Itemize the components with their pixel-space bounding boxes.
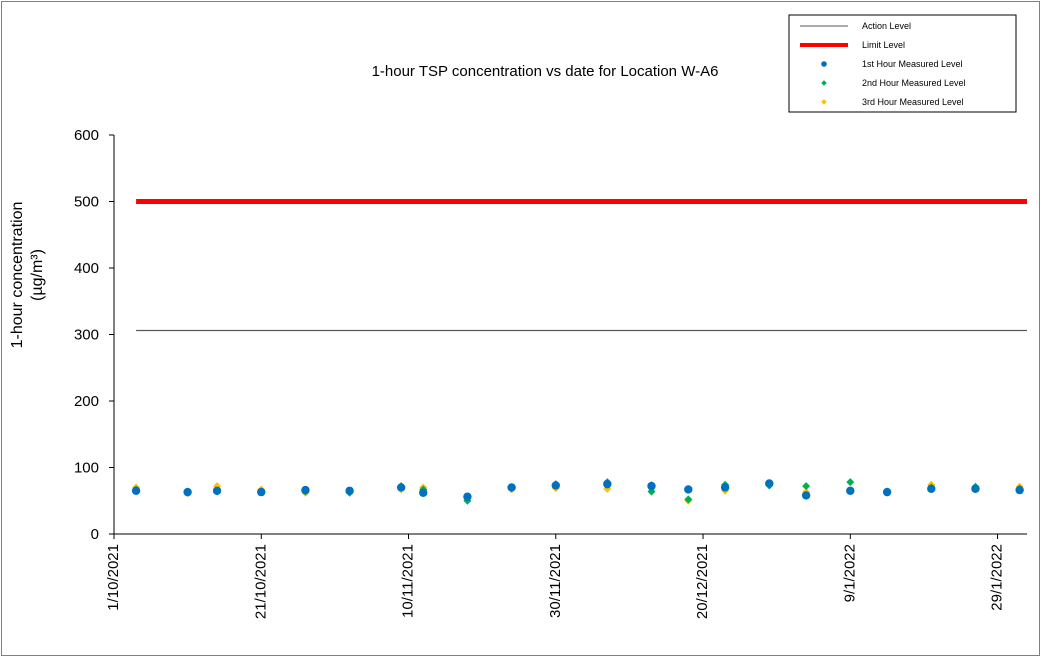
legend-label: 1st Hour Measured Level	[862, 59, 963, 69]
data-point	[882, 487, 892, 497]
legend-swatch	[821, 99, 827, 105]
legend-box	[788, 14, 1017, 113]
data-point	[647, 481, 656, 491]
data-point	[684, 495, 693, 504]
data-point	[212, 486, 222, 495]
x-tick-label: 20/12/2021	[694, 544, 711, 619]
data-point	[345, 486, 354, 495]
x-tick-label: 29/1/2022	[989, 544, 1006, 611]
x-tick-label: 1/10/2021	[105, 544, 122, 611]
data-point	[463, 492, 472, 501]
data-point	[257, 487, 266, 497]
data-point	[507, 483, 516, 492]
data-point	[551, 481, 560, 490]
y-tick-label: 200	[74, 393, 99, 410]
legend-swatch	[821, 80, 827, 86]
data-point	[801, 491, 811, 500]
y-tick-label: 500	[74, 194, 99, 211]
legend-label: Limit Level	[862, 40, 905, 50]
x-tick-label: 10/11/2021	[400, 544, 417, 618]
x-tick-label: 30/11/2021	[547, 544, 564, 618]
legend: Action Level Limit Level 1st Hour Measured…	[788, 14, 1017, 113]
data-points	[131, 478, 1024, 505]
y-axis-title-line2: (µg/m³)	[29, 249, 46, 301]
data-point	[131, 486, 141, 495]
data-point	[846, 478, 855, 487]
data-point	[301, 485, 310, 495]
reference-lines	[136, 199, 1027, 332]
data-point	[419, 488, 428, 497]
data-point	[846, 486, 855, 495]
chart-title: 1-hour TSP concentration vs date for Loc…	[372, 63, 719, 80]
y-tick-label: 0	[91, 526, 99, 543]
data-point	[971, 484, 980, 493]
axes: 0 100 200 300 400 500 600 1/10/2021 21/10/2021 10…	[74, 127, 1027, 619]
y-tick-label: 100	[74, 460, 99, 477]
legend-swatch	[821, 61, 827, 67]
data-point	[927, 484, 936, 493]
y-axis-title: 1-hour concentration (µg/m³)	[9, 202, 46, 349]
legend-label: 2nd Hour Measured Level	[862, 78, 966, 88]
y-tick-label: 600	[74, 127, 99, 144]
data-point	[396, 483, 406, 492]
data-point	[603, 479, 612, 489]
data-point	[1015, 485, 1024, 495]
data-point	[765, 479, 774, 488]
data-point	[720, 483, 730, 492]
y-tick-label: 300	[74, 327, 99, 344]
legend-label: 3rd Hour Measured Level	[862, 97, 964, 107]
data-point	[802, 482, 811, 491]
legend-label: Action Level	[862, 21, 911, 31]
x-tick-label: 21/10/2021	[252, 544, 269, 619]
y-axis-title-line1: 1-hour concentration	[9, 202, 26, 349]
y-tick-label: 400	[74, 260, 99, 277]
data-point	[183, 487, 192, 497]
x-tick-label: 9/1/2022	[841, 544, 858, 602]
data-point	[684, 485, 693, 494]
